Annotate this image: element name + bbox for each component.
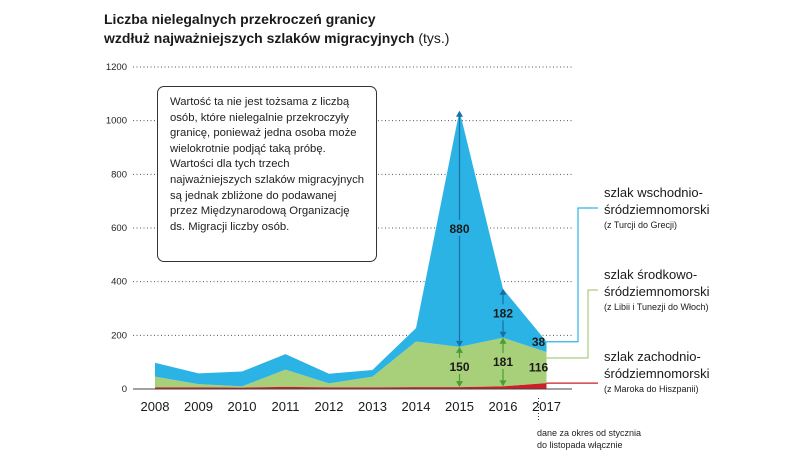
y-tick-label-200: 200 bbox=[111, 330, 127, 341]
y-tick-label-600: 600 bbox=[111, 223, 127, 234]
legend-east-line1: szlak wschodnio- bbox=[604, 185, 703, 200]
legend-west-line1: szlak zachodnio- bbox=[604, 349, 701, 364]
note-box: Wartość ta nie jest tożsama z liczbą osó… bbox=[157, 86, 377, 262]
label-bg-east-2015 bbox=[446, 219, 473, 236]
arrow-east-2016-head-down bbox=[499, 331, 507, 338]
legend-central-sub: (z Libii i Tunezji do Włoch) bbox=[604, 302, 709, 312]
x-tick-label-2013: 2013 bbox=[358, 399, 387, 414]
area-series-central bbox=[155, 337, 547, 388]
data-label-east-2016: 182 bbox=[493, 306, 513, 320]
area-series-west bbox=[155, 383, 547, 389]
label-bg-central-2015 bbox=[446, 357, 473, 374]
arrow-central-2016-head-up bbox=[499, 337, 507, 344]
chart-title-line1: Liczba nielegalnych przekroczeń granicy bbox=[104, 11, 376, 27]
x-tick-label-2009: 2009 bbox=[184, 399, 213, 414]
y-tick-label-400: 400 bbox=[111, 277, 127, 288]
data-label-central-2016: 181 bbox=[493, 355, 513, 369]
x-tick-label-2014: 2014 bbox=[402, 399, 431, 414]
data-label-east-2015: 880 bbox=[449, 222, 469, 236]
x-tick-label-2010: 2010 bbox=[228, 399, 257, 414]
y-tick-label-0: 0 bbox=[122, 384, 127, 395]
y-tick-label-1200: 1200 bbox=[106, 62, 127, 73]
legend-west-sub: (z Maroka do Hiszpanii) bbox=[604, 384, 699, 394]
y-tick-label-1000: 1000 bbox=[106, 116, 127, 127]
legend-central-line1: szlak środkowo- bbox=[604, 267, 698, 282]
x-tick-label-2011: 2011 bbox=[272, 399, 300, 414]
x-tick-label-2016: 2016 bbox=[489, 399, 518, 414]
chart-title-unit: (tys.) bbox=[418, 30, 450, 46]
label-bg-east-2016 bbox=[490, 304, 516, 321]
footnote-line1: dane za okres od stycznia bbox=[537, 428, 642, 438]
x-tick-label-2017: 2017 bbox=[532, 399, 561, 414]
chart-title-line2: wzdłuż najważniejszych szlaków migracyjn… bbox=[104, 30, 415, 46]
data-label-central-2015: 150 bbox=[449, 360, 469, 374]
legend-central-line2: śródziemnomorski bbox=[604, 284, 710, 299]
legend-east-line2: śródziemnomorski bbox=[604, 202, 710, 217]
x-tick-label-2008: 2008 bbox=[141, 399, 170, 414]
arrow-east-2016-head-up bbox=[499, 288, 507, 295]
arrow-central-2015-head-up bbox=[456, 346, 463, 353]
leader-line-central bbox=[546, 289, 598, 359]
chart-title: Liczba nielegalnych przekroczeń granicy … bbox=[104, 10, 624, 48]
legend-east: szlak wschodnio- śródziemnomorski (z Tur… bbox=[604, 184, 709, 231]
y-tick-label-800: 800 bbox=[111, 169, 127, 180]
x-tick-label-2015: 2015 bbox=[445, 399, 474, 414]
footnote: dane za okres od stycznia do listopada w… bbox=[537, 427, 641, 451]
leader-line-east bbox=[546, 207, 598, 343]
arrow-central-2016-head-down bbox=[499, 380, 507, 387]
arrow-east-2015-head-down bbox=[456, 340, 463, 347]
legend-west: szlak zachodnio- śródziemnomorski (z Mar… bbox=[604, 348, 709, 395]
legend-east-sub: (z Turcji do Grecji) bbox=[604, 220, 678, 230]
arrow-central-2015-head-down bbox=[456, 381, 463, 388]
legend-central: szlak środkowo- śródziemnomorski (z Libi… bbox=[604, 266, 709, 313]
arrow-east-2015-head-up bbox=[456, 110, 463, 117]
data-label-east-2017: 38 bbox=[532, 335, 546, 349]
area-series-east bbox=[155, 110, 547, 387]
x-tick-label-2012: 2012 bbox=[315, 399, 344, 414]
footnote-line2: do listopada włącznie bbox=[537, 440, 623, 450]
data-label-central-2017: 116 bbox=[529, 361, 549, 375]
label-bg-central-2016 bbox=[490, 353, 516, 370]
legend-west-line2: śródziemnomorski bbox=[604, 366, 710, 381]
